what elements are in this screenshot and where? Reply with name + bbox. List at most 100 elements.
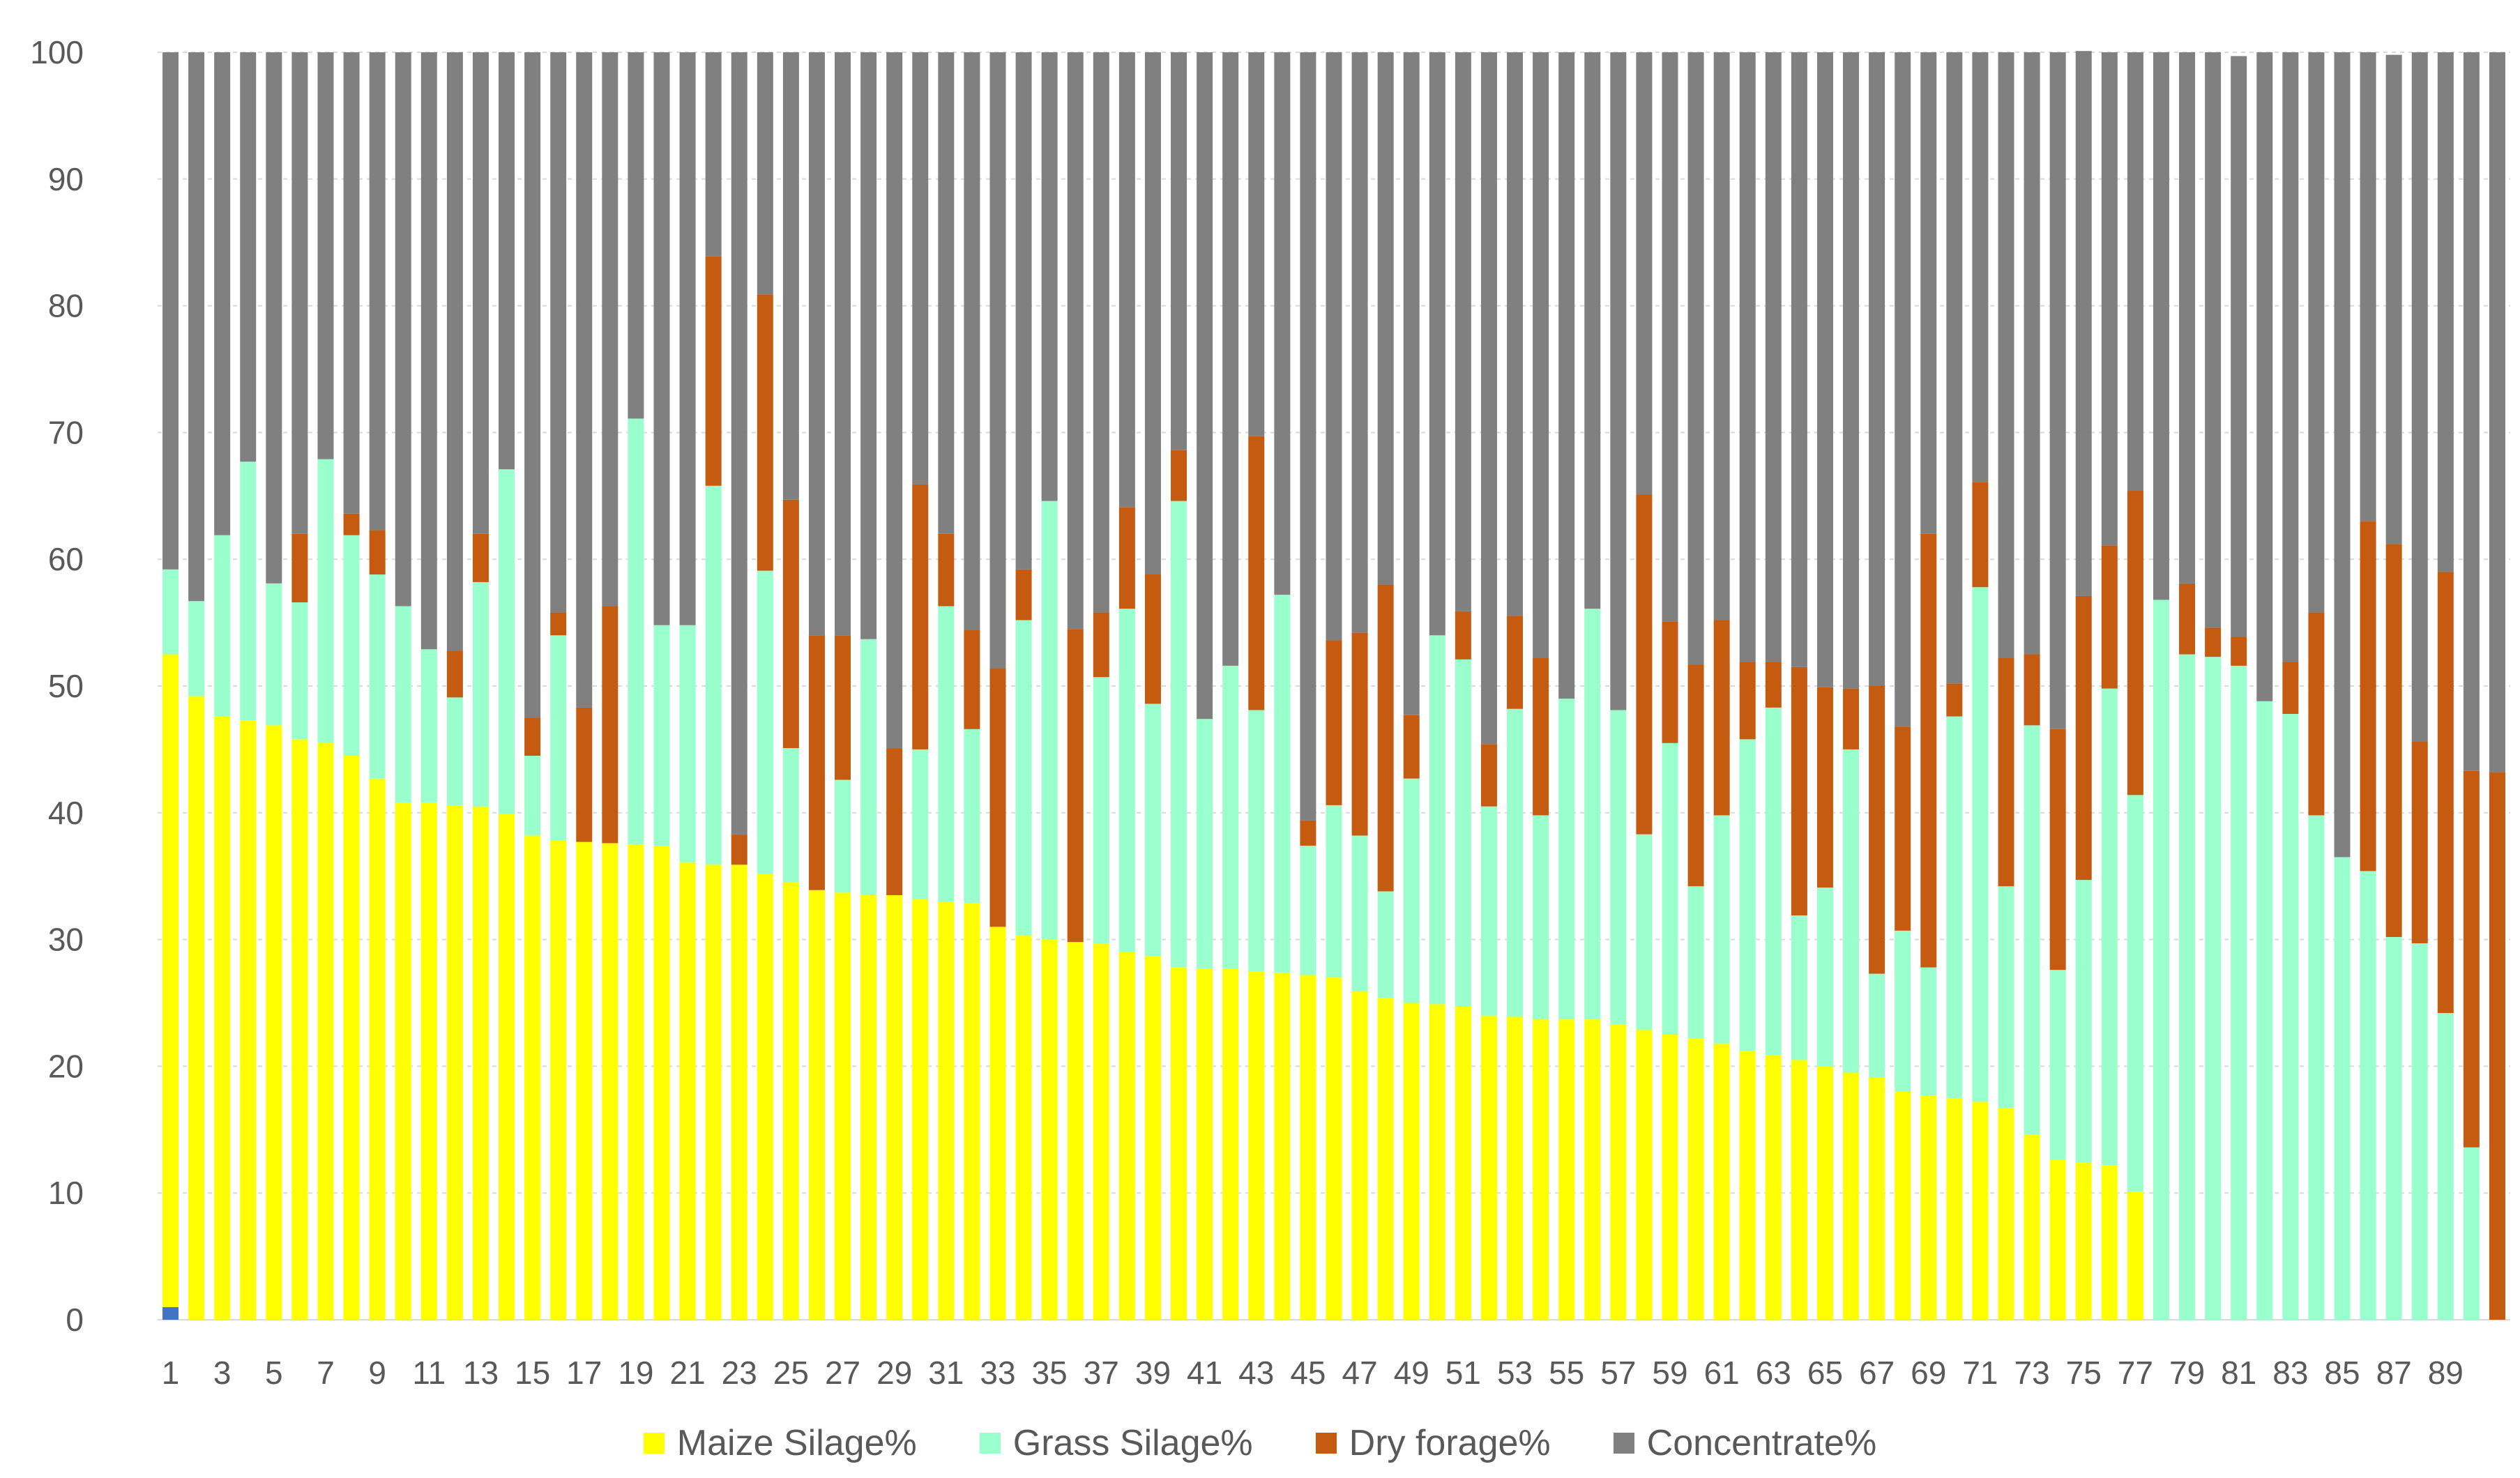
bar-segment-grass-silage — [1248, 710, 1265, 972]
bar-segment-grass-silage — [317, 459, 334, 743]
bar-segment-grass-silage — [1713, 815, 1730, 1044]
bar-segment-maize-silage — [1533, 1019, 1549, 1320]
bar-segment-grass-silage — [214, 535, 231, 717]
bar-segment-maize-silage — [1610, 1024, 1627, 1320]
bar-segment-concentrate — [731, 52, 747, 835]
bar-segment-maize-silage — [1765, 1055, 1782, 1320]
y-tick-label: 0 — [66, 1302, 84, 1338]
x-tick-label: 51 — [1445, 1355, 1481, 1391]
x-tick-label: 63 — [1756, 1355, 1791, 1391]
bar-segment-dry-forage — [2463, 770, 2480, 1148]
bar-segment-dry-forage — [2179, 583, 2196, 655]
bar-segment-grass-silage — [1791, 915, 1807, 1060]
bar-segment-concentrate — [1300, 52, 1316, 821]
bar-segment-concentrate — [1093, 52, 1109, 613]
bar-segment-dry-forage — [1377, 584, 1394, 892]
bar-segment-dry-forage — [808, 635, 825, 890]
bar-segment-grass-silage — [2437, 1013, 2454, 1320]
bar-segment-grass-silage — [653, 625, 670, 846]
bar-segment-dry-forage — [1972, 482, 1989, 588]
bar-segment-dry-forage — [1067, 629, 1084, 943]
bar-segment-maize-silage — [912, 899, 929, 1320]
bar-segment-concentrate — [2075, 51, 2092, 596]
bar-segment-grass-silage — [860, 639, 877, 895]
bar-segment-grass-silage — [2256, 701, 2273, 1320]
bar-segment-concentrate — [2437, 52, 2454, 572]
bar-segment-maize-silage — [1144, 956, 1161, 1320]
legend-label: Maize Silage% — [676, 1423, 917, 1463]
x-tick-label: 73 — [2014, 1355, 2049, 1391]
bar-segment-dry-forage — [757, 294, 773, 571]
x-tick-label: 67 — [1859, 1355, 1895, 1391]
bar-segment-dry-forage — [2489, 772, 2505, 1320]
bar-segment-dry-forage — [2024, 654, 2040, 726]
bar-segment-concentrate — [1248, 52, 1265, 436]
bar-segment-dry-forage — [1636, 494, 1653, 835]
bar-segment-dry-forage — [912, 484, 929, 749]
bar-segment-maize-silage — [1920, 1095, 1937, 1320]
x-tick-label: 87 — [2376, 1355, 2412, 1391]
bar-segment-maize-silage — [550, 840, 567, 1320]
y-tick-label: 20 — [48, 1048, 84, 1084]
bar-segment-maize-silage — [886, 894, 903, 1320]
bar-segment-concentrate — [240, 52, 257, 462]
bar-segment-concentrate — [2308, 52, 2325, 613]
bar-segment-maize-silage — [964, 902, 980, 1320]
bar-segment-maize-silage — [1171, 967, 1187, 1320]
bar-segment-dry-forage — [1480, 744, 1497, 807]
bar-segment-grass-silage — [1765, 707, 1782, 1056]
bar-segment-maize-silage — [1429, 1004, 1445, 1320]
bar-segment-grass-silage — [2153, 600, 2169, 1320]
legend-item: Grass Silage% — [979, 1422, 1253, 1464]
bar-segment-maize-silage — [576, 841, 593, 1320]
bar-segment-maize-silage — [1326, 977, 1342, 1320]
bars — [162, 51, 2505, 1320]
bar-segment-maize-silage — [757, 874, 773, 1320]
bar-segment-concentrate — [705, 52, 722, 257]
bar-segment-dry-forage — [2049, 729, 2066, 970]
bar-segment-concentrate — [757, 52, 773, 295]
x-tick-label: 1 — [162, 1355, 180, 1391]
bar-segment-concentrate — [291, 52, 308, 534]
bar-segment-maize-silage — [1791, 1060, 1807, 1320]
bar-segment-concentrate — [1480, 52, 1497, 745]
x-tick-label: 71 — [1962, 1355, 1998, 1391]
bar-segment-grass-silage — [188, 601, 205, 696]
bar-segment-maize-silage — [1636, 1029, 1653, 1320]
bar-segment-grass-silage — [1739, 739, 1756, 1051]
bar-segment-dry-forage — [1843, 688, 1860, 749]
bar-segment-concentrate — [1972, 52, 1989, 482]
bar-segment-concentrate — [1584, 52, 1601, 609]
bar-segment-concentrate — [2231, 56, 2247, 637]
bar-segment-dry-forage — [524, 717, 541, 756]
bar-segment-grass-silage — [782, 748, 799, 883]
bar-segment-grass-silage — [369, 574, 386, 779]
bar-segment-grass-silage — [2360, 871, 2376, 1320]
bar-segment-concentrate — [1274, 52, 1291, 595]
bar-segment-maize-silage — [214, 716, 231, 1320]
bar-segment-grass-silage — [835, 779, 851, 893]
bar-segment-concentrate — [1558, 52, 1575, 699]
bar-segment-maize-silage — [472, 806, 489, 1320]
bar-segment-concentrate — [1015, 52, 1032, 570]
bar-segment-dry-forage — [1326, 640, 1342, 805]
bar-segment-concentrate — [1377, 52, 1394, 585]
x-tick-label: 19 — [618, 1355, 653, 1391]
bar-segment-maize-silage — [1869, 1077, 1885, 1320]
bar-segment-maize-silage — [938, 901, 955, 1320]
bar-segment-concentrate — [1222, 52, 1239, 666]
x-tick-label: 41 — [1187, 1355, 1222, 1391]
bar-segment-grass-silage — [1895, 930, 1911, 1092]
bar-segment-maize-silage — [1197, 968, 1213, 1320]
bar-segment-maize-silage — [679, 862, 696, 1320]
bar-segment-maize-silage — [1998, 1108, 2014, 1320]
bar-segment-grass-silage — [420, 649, 437, 803]
bar-segment-dry-forage — [989, 668, 1006, 927]
bar-segment-grass-silage — [1816, 887, 1833, 1067]
bar-segment-maize-silage — [1480, 1015, 1497, 1320]
bar-segment-dry-forage — [731, 834, 747, 865]
x-tick-label: 3 — [213, 1355, 231, 1391]
bar-segment-grass-silage — [1662, 742, 1678, 1035]
bar-segment-concentrate — [576, 52, 593, 708]
x-tick-label: 15 — [515, 1355, 550, 1391]
